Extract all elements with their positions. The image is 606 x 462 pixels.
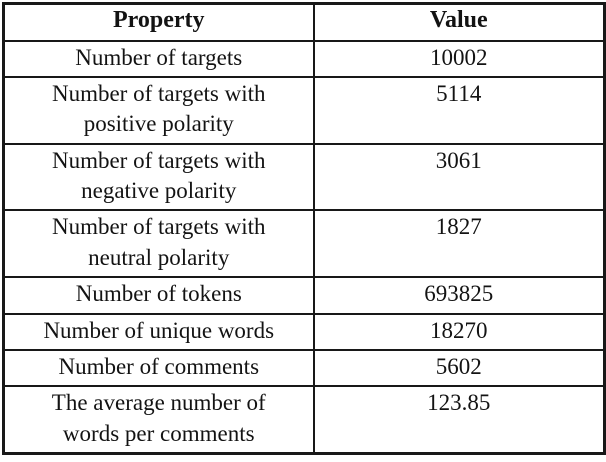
value-cell: 5602 xyxy=(312,348,606,388)
table-caption: Table 2 – Properties of Pars-ABSA datase… xyxy=(0,460,606,462)
table-row: The average number of words per comments… xyxy=(2,385,606,455)
value-cell: 18270 xyxy=(312,312,606,351)
value-cell: 1827 xyxy=(312,209,606,279)
property-cell: Number of targets with neutral polarity xyxy=(2,209,315,279)
property-cell: Number of targets xyxy=(2,39,315,79)
property-cell: Number of targets with negative polarity xyxy=(2,142,315,212)
table-row: Number of comments 5602 xyxy=(2,348,606,388)
value-cell: 3061 xyxy=(312,142,606,212)
value-cell: 10002 xyxy=(312,39,606,79)
table-row: Number of targets with neutral polarity … xyxy=(2,209,606,279)
table-row: Number of targets with negative polarity… xyxy=(2,142,606,212)
value-cell: 123.85 xyxy=(312,385,606,455)
value-cell: 5114 xyxy=(312,76,606,145)
property-cell: The average number of words per comments xyxy=(2,385,315,455)
property-cell: Number of tokens xyxy=(2,276,315,315)
table-header-row: Property Value xyxy=(2,2,606,42)
property-cell: Number of targets with positive polarity xyxy=(2,76,315,145)
table-row: Number of tokens 693825 xyxy=(2,276,606,315)
value-cell: 693825 xyxy=(312,276,606,315)
table-row: Number of targets 10002 xyxy=(2,39,606,79)
property-cell: Number of comments xyxy=(2,348,315,388)
column-header-value: Value xyxy=(312,2,606,42)
column-header-property: Property xyxy=(2,2,315,42)
table-row: Number of unique words 18270 xyxy=(2,312,606,351)
table-row: Number of targets with positive polarity… xyxy=(2,76,606,145)
property-cell: Number of unique words xyxy=(2,312,315,351)
properties-table: Property Value Number of targets 10002 N… xyxy=(2,2,606,455)
